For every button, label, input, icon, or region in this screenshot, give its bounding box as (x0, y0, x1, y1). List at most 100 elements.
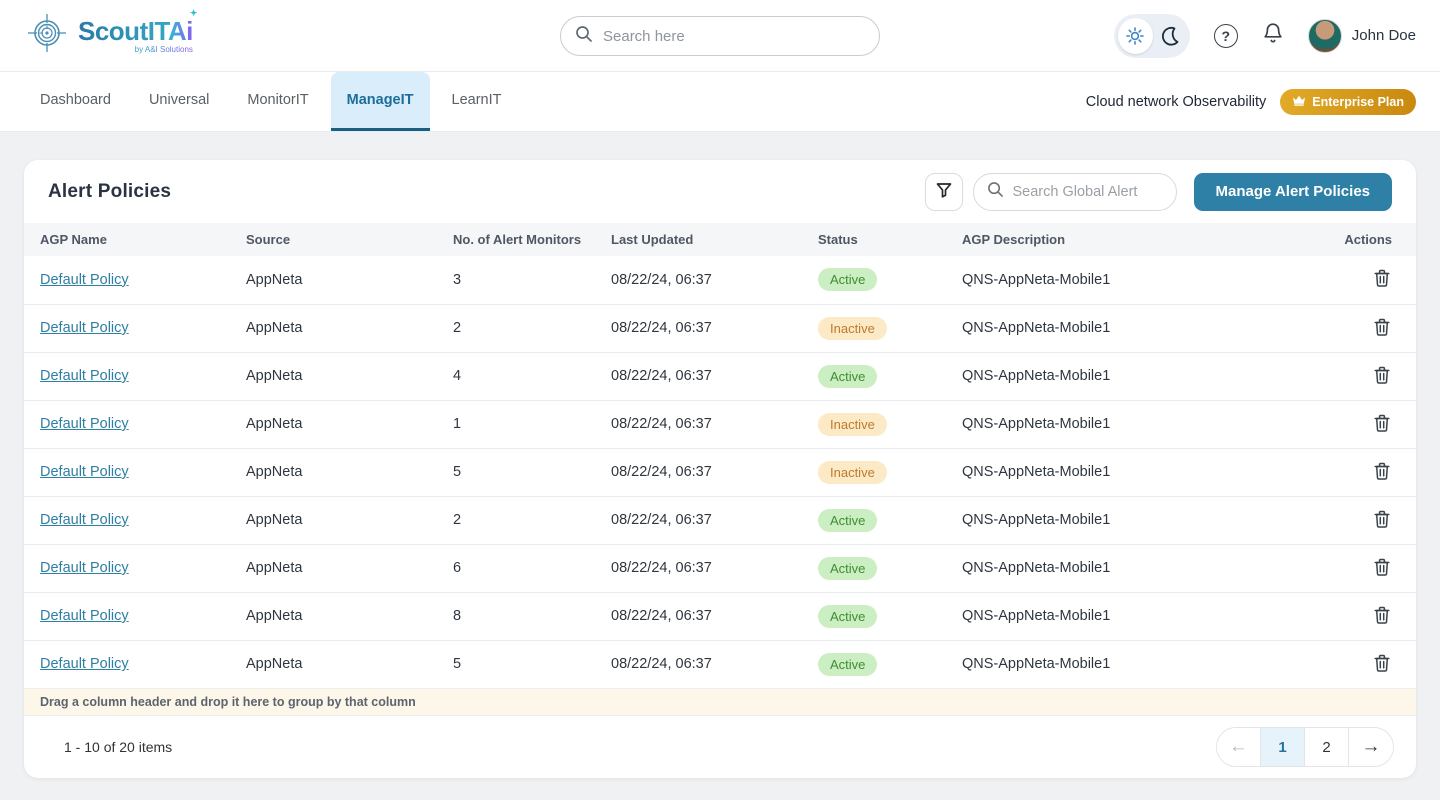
status-badge: Inactive (818, 316, 887, 340)
source-cell: AppNeta (246, 399, 453, 448)
delete-button[interactable] (1372, 267, 1392, 292)
col-monitors[interactable]: No. of Alert Monitors (453, 223, 611, 256)
logo-ai-text: Ai ✦ (167, 7, 198, 46)
agp-name-link[interactable]: Default Policy (40, 271, 129, 288)
description-cell: QNS-AppNeta-Mobile1 (962, 639, 1296, 688)
agp-name-link[interactable]: Default Policy (40, 416, 129, 432)
avatar (1307, 18, 1342, 53)
status-badge: Active (818, 364, 878, 388)
table-row: Default Policy AppNeta 3 08/22/24, 06:37… (24, 256, 1416, 304)
col-description[interactable]: AGP Description (962, 223, 1296, 256)
alert-policies-panel: Alert Policies Manage Alert Polic (24, 160, 1416, 778)
source-cell: AppNeta (246, 639, 453, 688)
status-badge: Active (818, 556, 878, 580)
items-count: 1 - 10 of 20 items (64, 739, 173, 755)
observability-label: Cloud network Observability (1085, 93, 1267, 110)
moon-icon[interactable] (1155, 20, 1186, 52)
col-agp-name[interactable]: AGP Name (24, 223, 246, 256)
delete-button[interactable] (1372, 364, 1392, 389)
agp-name-link[interactable]: Default Policy (40, 512, 129, 528)
status-badge: Inactive (818, 412, 887, 436)
monitors-cell: 4 (453, 351, 611, 400)
notifications-button[interactable] (1262, 21, 1284, 50)
agp-name-link[interactable]: Default Policy (40, 608, 129, 624)
trash-icon (1374, 558, 1390, 579)
updated-cell: 08/22/24, 06:37 (611, 303, 818, 352)
status-badge: Active (818, 604, 878, 628)
delete-button[interactable] (1372, 604, 1392, 629)
table-row: Default Policy AppNeta 2 08/22/24, 06:37… (24, 495, 1416, 544)
table-header-row: AGP Name Source No. of Alert Monitors La… (24, 223, 1416, 256)
filter-button[interactable] (924, 172, 963, 211)
agp-name-link[interactable]: Default Policy (40, 656, 129, 673)
col-last-updated[interactable]: Last Updated (611, 223, 818, 256)
description-cell: QNS-AppNeta-Mobile1 (962, 271, 1111, 288)
tab-learnit[interactable]: LearnIT (451, 92, 502, 108)
monitors-cell: 5 (453, 639, 611, 688)
app-logo[interactable]: ScoutITAi ✦ by A&I Solutions (24, 7, 198, 61)
funnel-icon (935, 181, 953, 202)
user-name: John Doe (1351, 27, 1416, 44)
pagination: ← 1 2 → (1216, 727, 1394, 767)
search-icon (575, 25, 593, 48)
updated-cell: 08/22/24, 06:37 (611, 399, 818, 448)
updated-cell: 08/22/24, 06:37 (611, 639, 818, 688)
delete-button[interactable] (1372, 508, 1392, 533)
delete-button[interactable] (1372, 460, 1392, 485)
table-row: Default Policy AppNeta 5 08/22/24, 06:37… (24, 639, 1416, 688)
manage-alert-policies-button[interactable]: Manage Alert Policies (1193, 172, 1392, 211)
agp-name-link[interactable]: Default Policy (40, 464, 129, 480)
trash-icon (1374, 654, 1390, 675)
updated-cell: 08/22/24, 06:37 (611, 351, 818, 400)
description-cell: QNS-AppNeta-Mobile1 (962, 591, 1296, 640)
updated-cell: 08/22/24, 06:37 (611, 591, 818, 640)
delete-button[interactable] (1372, 316, 1392, 341)
updated-cell: 08/22/24, 06:37 (611, 447, 818, 496)
agp-name-link[interactable]: Default Policy (40, 560, 129, 576)
status-badge: Active (818, 652, 878, 676)
sun-icon[interactable] (1117, 17, 1153, 54)
delete-button[interactable] (1372, 652, 1392, 677)
source-cell: AppNeta (246, 447, 453, 496)
global-search (560, 16, 880, 56)
tab-manageit[interactable]: ManageIT (330, 72, 430, 131)
alert-policies-table: AGP Name Source No. of Alert Monitors La… (24, 223, 1416, 688)
sparkle-icon: ✦ (189, 7, 198, 18)
description-cell: QNS-AppNeta-Mobile1 (962, 399, 1296, 448)
table-row: Default Policy AppNeta 5 08/22/24, 06:37… (24, 447, 1416, 496)
user-menu[interactable]: John Doe (1307, 18, 1416, 53)
delete-button[interactable] (1372, 556, 1392, 581)
help-button[interactable]: ? (1213, 23, 1238, 48)
col-status[interactable]: Status (818, 223, 962, 256)
description-cell: QNS-AppNeta-Mobile1 (962, 543, 1296, 592)
page-1-button[interactable]: 1 (1261, 728, 1305, 766)
monitors-cell: 3 (453, 271, 462, 288)
next-page-button[interactable]: → (1349, 728, 1393, 766)
prev-page-button[interactable]: ← (1217, 728, 1261, 766)
arrow-right-icon: → (1361, 736, 1381, 757)
table-row: Default Policy AppNeta 8 08/22/24, 06:37… (24, 591, 1416, 640)
tab-universal[interactable]: Universal (148, 92, 210, 108)
monitors-cell: 8 (453, 591, 611, 640)
alert-search-input[interactable] (1012, 183, 1163, 200)
page-2-button[interactable]: 2 (1305, 728, 1349, 766)
table-row: Default Policy AppNeta 1 08/22/24, 06:37… (24, 399, 1416, 448)
tab-dashboard[interactable]: Dashboard (40, 92, 111, 108)
delete-button[interactable] (1372, 412, 1392, 437)
theme-toggle[interactable] (1113, 13, 1190, 58)
search-input[interactable] (603, 27, 865, 45)
tab-monitorit[interactable]: MonitorIT (247, 92, 309, 108)
agp-name-link[interactable]: Default Policy (40, 320, 129, 336)
updated-cell: 08/22/24, 06:37 (611, 495, 818, 544)
trash-icon (1374, 462, 1390, 483)
trash-icon (1374, 270, 1390, 290)
col-source[interactable]: Source (246, 223, 453, 256)
group-drop-zone[interactable]: Drag a column header and drop it here to… (24, 688, 1416, 716)
source-cell: AppNeta (246, 351, 453, 400)
trash-icon (1374, 414, 1390, 435)
trash-icon (1374, 318, 1390, 339)
monitors-cell: 2 (453, 303, 611, 352)
table-body: Default Policy AppNeta 3 08/22/24, 06:37… (24, 256, 1416, 688)
top-bar: ScoutITAi ✦ by A&I Solutions (0, 0, 1440, 72)
agp-name-link[interactable]: Default Policy (40, 368, 129, 384)
